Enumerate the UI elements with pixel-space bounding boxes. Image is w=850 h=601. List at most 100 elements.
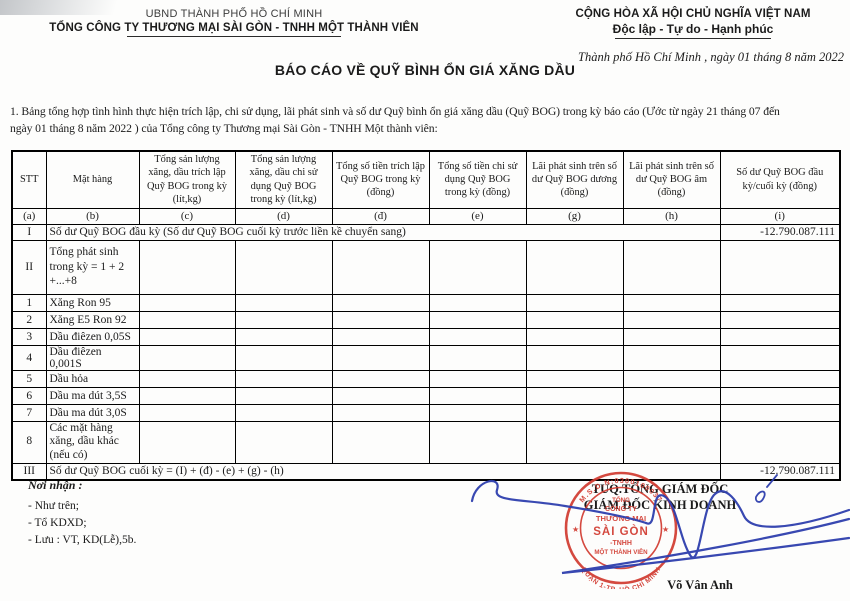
column-letter: (a) bbox=[11, 207, 47, 225]
empty-cell bbox=[719, 344, 841, 371]
column-header-d: Tổng sản lượng xăng, dầu chi sử dụng Quỹ… bbox=[234, 150, 333, 209]
table-row: 2 Xăng E5 Ron 92 bbox=[11, 310, 841, 329]
empty-cell bbox=[428, 369, 527, 388]
header-row: STT Mặt hàng Tổng sản lượng xăng, dầu tr… bbox=[11, 150, 841, 209]
republic-underline bbox=[615, 38, 771, 39]
empty-cell bbox=[234, 327, 333, 346]
org-name: TỔNG CÔNG TY THƯƠNG MẠI SÀI GÒN - TNHH M… bbox=[49, 22, 419, 34]
stamp-center-line2: CÔNG TY bbox=[605, 504, 637, 513]
row-stt: 4 bbox=[11, 344, 47, 371]
empty-cell bbox=[428, 327, 527, 346]
row-label: Dầu ma dút 3,5S bbox=[45, 386, 140, 405]
opening-balance-value: -12.790.087.111 bbox=[719, 223, 841, 241]
stamp-center-line5: -TNHH bbox=[610, 540, 632, 547]
empty-cell bbox=[719, 293, 841, 312]
empty-cell bbox=[331, 310, 430, 329]
empty-cell bbox=[428, 403, 527, 422]
empty-cell bbox=[622, 403, 721, 422]
column-header-dd: Tổng số tiền trích lập Quỹ BOG trong kỳ … bbox=[331, 150, 430, 209]
column-header-h: Lãi phát sinh trên số dư Quỹ BOG âm (đồn… bbox=[622, 150, 721, 209]
table-row: 4 Dầu điêzen 0,001S bbox=[11, 344, 841, 371]
column-letter: (đ) bbox=[331, 207, 430, 225]
bog-fund-table: STT Mặt hàng Tổng sản lượng xăng, dầu tr… bbox=[11, 150, 841, 481]
recipient-item: - Lưu : VT, KD(Lễ),5b. bbox=[28, 534, 137, 546]
stamp-outer-ring bbox=[564, 471, 678, 585]
column-letter: (e) bbox=[428, 207, 527, 225]
empty-cell bbox=[331, 386, 430, 405]
row-label: Các mặt hàng xăng, dầu khác (nếu có) bbox=[45, 420, 140, 464]
empty-cell bbox=[331, 344, 430, 371]
table-row-total-incurred: II Tổng phát sinh trong kỳ = 1 + 2 +...+… bbox=[11, 239, 841, 295]
intro-paragraph: 1. Bảng tổng hợp tình hình thực hiện trí… bbox=[10, 103, 846, 137]
empty-cell bbox=[234, 239, 333, 295]
empty-cell bbox=[622, 420, 721, 464]
column-header-c: Tổng sản lượng xăng, dầu trích lập Quỹ B… bbox=[138, 150, 236, 209]
org-underline bbox=[127, 36, 341, 37]
stamp-star-left: ★ bbox=[572, 525, 579, 534]
empty-cell bbox=[719, 386, 841, 405]
empty-cell bbox=[622, 293, 721, 312]
row-label: Tổng phát sinh trong kỳ = 1 + 2 +...+8 bbox=[45, 239, 140, 295]
table-row: 3 Dầu điêzen 0,05S bbox=[11, 327, 841, 346]
empty-cell bbox=[719, 327, 841, 346]
empty-cell bbox=[428, 239, 527, 295]
column-header-i: Số dư Quỹ BOG đầu kỳ/cuối kỳ (đồng) bbox=[719, 150, 841, 209]
row-label: Số dư Quỹ BOG cuối kỳ = (I) + (đ) - (e) … bbox=[45, 462, 721, 481]
column-letter: (d) bbox=[234, 207, 333, 225]
empty-cell bbox=[719, 239, 841, 295]
row-stt: 8 bbox=[11, 420, 47, 464]
row-stt: II bbox=[11, 239, 47, 295]
stamp-star-right: ★ bbox=[662, 525, 669, 534]
empty-cell bbox=[331, 369, 430, 388]
empty-cell bbox=[525, 293, 624, 312]
recipient-item: - Như trên; bbox=[28, 500, 79, 512]
table-row-opening-balance: I Số dư Quỹ BOG đầu kỳ (Số dư Quỹ BOG cu… bbox=[11, 223, 841, 241]
row-label: Dầu điêzen 0,001S bbox=[45, 344, 140, 371]
empty-cell bbox=[331, 293, 430, 312]
empty-cell bbox=[622, 369, 721, 388]
empty-cell bbox=[138, 386, 236, 405]
empty-cell bbox=[622, 386, 721, 405]
table-row: 1 Xăng Ron 95 bbox=[11, 293, 841, 312]
empty-cell bbox=[234, 420, 333, 464]
table-row: 5 Dầu hỏa bbox=[11, 369, 841, 388]
table-row-closing-balance: III Số dư Quỹ BOG cuối kỳ = (I) + (đ) - … bbox=[11, 462, 841, 481]
closing-balance-value: -12.790.087.111 bbox=[719, 462, 841, 481]
issuing-org-block: UBND THÀNH PHỐ HỒ CHÍ MINH TỔNG CÔNG TY … bbox=[28, 8, 440, 37]
column-header-stt: STT bbox=[11, 150, 47, 209]
signature-stroke bbox=[470, 480, 648, 525]
column-letter: (c) bbox=[138, 207, 236, 225]
empty-cell bbox=[525, 310, 624, 329]
row-stt: 7 bbox=[11, 403, 47, 422]
empty-cell bbox=[719, 310, 841, 329]
recipient-item: - Tổ KDXD; bbox=[28, 517, 87, 529]
empty-cell bbox=[331, 420, 430, 464]
stamp-inner-ring bbox=[579, 486, 663, 570]
column-header-g: Lãi phát sinh trên số dư Quỹ BOG dương (… bbox=[525, 150, 624, 209]
empty-cell bbox=[234, 293, 333, 312]
republic-motto-line1: CỘNG HÒA XÃ HỘI CHỦ NGHĨA VIỆT NAM bbox=[575, 8, 811, 20]
empty-cell bbox=[138, 310, 236, 329]
empty-cell bbox=[525, 344, 624, 371]
signature-stroke bbox=[644, 490, 850, 559]
empty-cell bbox=[428, 344, 527, 371]
place-dateline: Thành phố Hồ Chí Minh , ngày 01 tháng 8 … bbox=[578, 50, 844, 64]
empty-cell bbox=[622, 310, 721, 329]
stamp-center-line6: MỘT THÀNH VIÊN bbox=[594, 548, 648, 556]
empty-cell bbox=[622, 327, 721, 346]
row-stt: 3 bbox=[11, 327, 47, 346]
intro-line-1: 1. Bảng tổng hợp tình hình thực hiện trí… bbox=[10, 105, 780, 118]
empty-cell bbox=[331, 327, 430, 346]
empty-cell bbox=[138, 293, 236, 312]
empty-cell bbox=[525, 369, 624, 388]
empty-cell bbox=[622, 239, 721, 295]
sign-title-line2: GIÁM ĐỐC KINH DOANH bbox=[583, 498, 737, 512]
empty-cell bbox=[234, 310, 333, 329]
column-letter-row: (a) (b) (c) (d) (đ) (e) (g) (h) (i) bbox=[11, 207, 841, 225]
row-stt: I bbox=[11, 223, 47, 241]
empty-cell bbox=[622, 344, 721, 371]
column-letter: (i) bbox=[719, 207, 841, 225]
row-label: Dầu điêzen 0,05S bbox=[45, 327, 140, 346]
empty-cell bbox=[525, 386, 624, 405]
